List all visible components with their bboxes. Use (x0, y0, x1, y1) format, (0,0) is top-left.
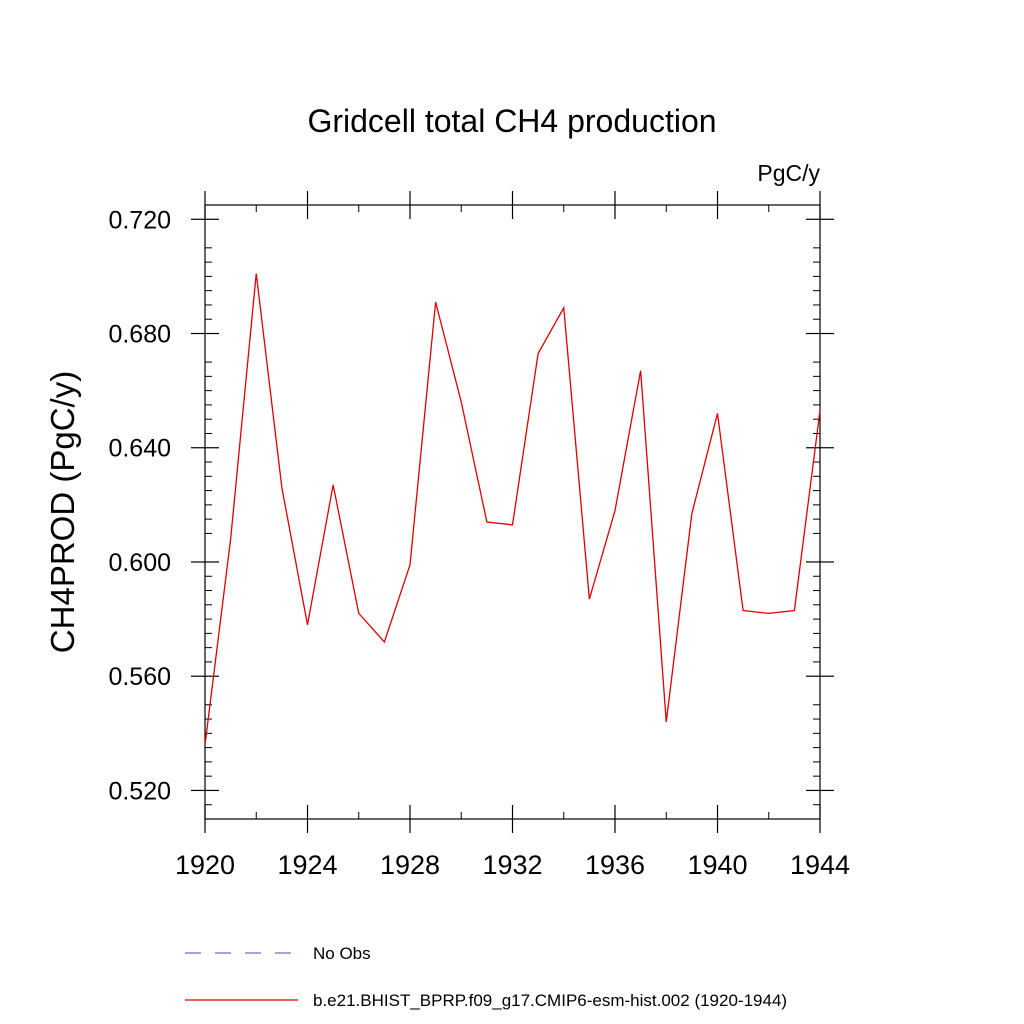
y-tick-label: 0.640 (108, 435, 171, 463)
chart-title: Gridcell total CH4 production (307, 103, 716, 139)
x-tick-label: 1944 (790, 850, 850, 880)
y-tick-label: 0.600 (108, 549, 171, 577)
axis-ticks: 1920 1924 1928 1932 1936 1940 1944 0.520 0.560 0.… (108, 191, 850, 880)
y-tick-label: 0.520 (108, 777, 171, 805)
series-line (204, 273, 821, 745)
x-tick-label: 1936 (585, 850, 645, 880)
legend-label: No Obs (313, 944, 371, 963)
x-tick-label: 1920 (175, 850, 235, 880)
y-tick-label: 0.560 (108, 663, 171, 691)
series-layer (204, 273, 821, 745)
x-tick-label: 1932 (482, 850, 542, 880)
x-tick-label: 1940 (687, 850, 747, 880)
legend-label: b.e21.BHIST_BPRP.f09_g17.CMIP6-esm-hist.… (313, 991, 787, 1010)
plot-frame (204, 204, 821, 820)
y-axis-label: CH4PROD (PgC/y) (44, 371, 81, 653)
x-tick-label: 1928 (380, 850, 440, 880)
units-label: PgC/y (757, 160, 820, 186)
y-tick-label: 0.680 (108, 321, 171, 349)
legend: No Obs b.e21.BHIST_BPRP.f09_g17.CMIP6-esm… (185, 944, 787, 1010)
x-tick-label: 1924 (277, 850, 337, 880)
y-tick-label: 0.720 (108, 206, 171, 234)
